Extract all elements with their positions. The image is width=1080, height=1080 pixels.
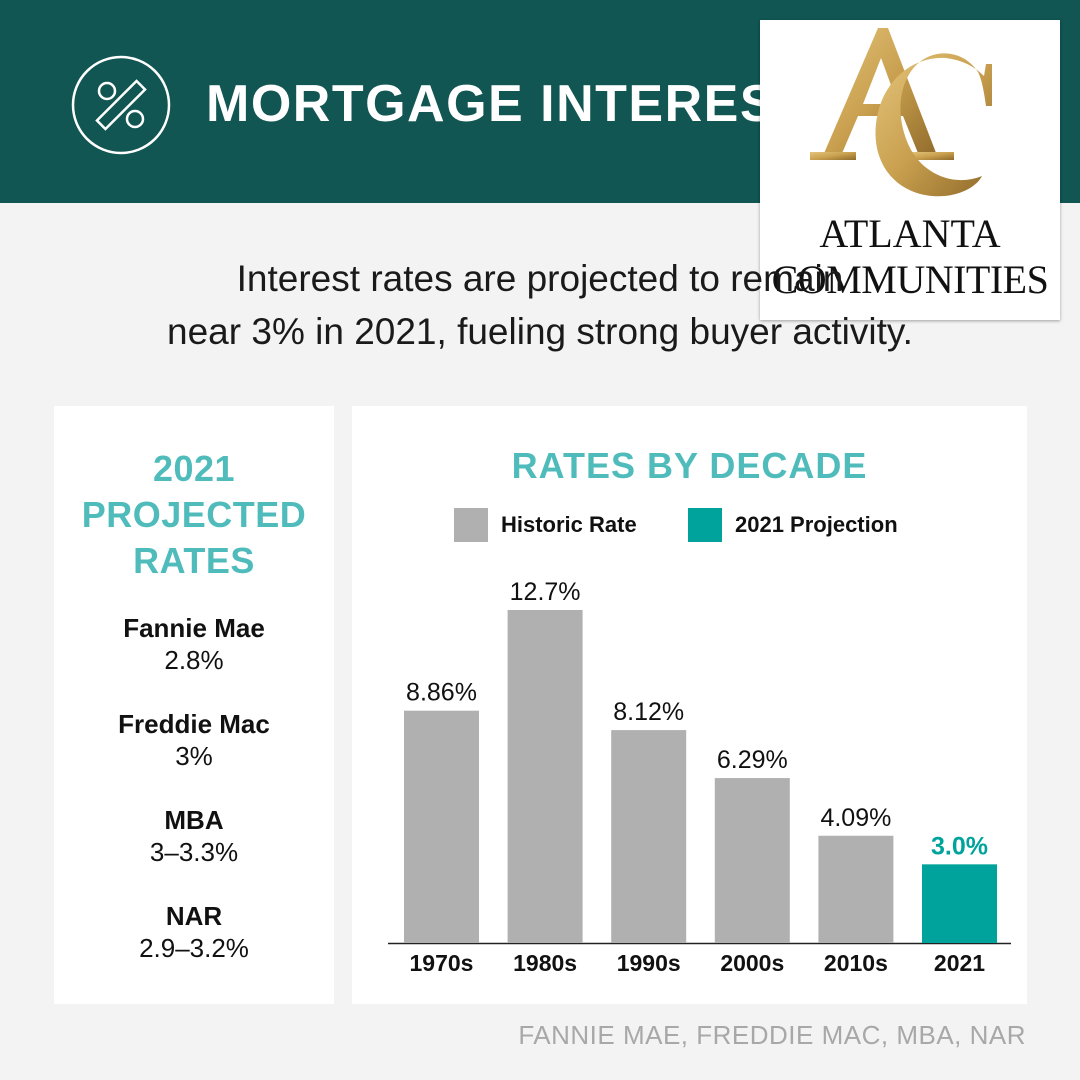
bar-1970s — [404, 710, 479, 943]
legend-item-projection: 2021 Projection — [688, 507, 898, 543]
x-tick-label-2021: 2021 — [934, 950, 985, 976]
projected-rates-panel: 2021 PROJECTED RATES Fannie Mae 2.8% Fre… — [54, 406, 334, 1004]
ac-monogram-icon — [810, 28, 992, 197]
rate-source-value: 2.8% — [164, 645, 224, 675]
bar-2010s — [818, 835, 894, 943]
legend-swatch-historic — [454, 508, 488, 542]
data-label-1980s: 12.7% — [510, 578, 581, 606]
data-label-2010s: 4.09% — [820, 804, 891, 832]
logo-text-atlanta: ATLANTA — [819, 211, 1001, 256]
data-label-2021: 3.0% — [931, 832, 988, 860]
rate-source-name: NAR — [165, 901, 223, 931]
subtitle-line-2: near 3% in 2021, fueling strong buyer ac… — [167, 311, 913, 352]
x-tick-label-1970s: 1970s — [410, 950, 474, 976]
bar-chart: 8.86% 1970s 12.7% 1980s 8.12% 1990s 6.29% 2000s… — [388, 578, 1011, 976]
data-label-1990s: 8.12% — [613, 698, 684, 726]
x-tick-label-1980s: 1980s — [513, 950, 577, 976]
legend-label-historic: Historic Rate — [501, 512, 637, 537]
projected-title-line-1: 2021 — [152, 448, 236, 489]
rate-source-value: 3% — [175, 741, 213, 771]
x-tick-label-2010s: 2010s — [824, 950, 888, 976]
rate-source-value: 2.9–3.2% — [139, 933, 249, 963]
rate-source-name: Fannie Mae — [123, 613, 265, 643]
subtitle-line-1: Interest rates are projected to remain — [236, 258, 844, 299]
projected-rates-title: 2021 PROJECTED RATES — [54, 446, 334, 584]
rate-item-freddie-mac: Freddie Mac 3% — [54, 708, 334, 772]
rate-source-name: MBA — [164, 805, 224, 835]
rate-source-value: 3–3.3% — [149, 837, 239, 867]
atlanta-communities-logo: ATLANTA COMMUNITIES — [760, 20, 1060, 320]
bar-2021 — [922, 864, 997, 943]
subtitle: Interest rates are projected to remain n… — [0, 252, 1080, 358]
legend-swatch-projection — [688, 508, 722, 542]
rate-item-nar: NAR 2.9–3.2% — [54, 900, 334, 964]
rate-item-fannie-mae: Fannie Mae 2.8% — [54, 612, 334, 676]
page-title: MORTGAGE INTEREST — [206, 75, 810, 133]
bar-2000s — [714, 778, 790, 943]
rate-item-mba: MBA 3–3.3% — [54, 804, 334, 868]
x-tick-label-2000s: 2000s — [720, 950, 784, 976]
rates-by-decade-panel: RATES BY DECADE Historic Rate 2021 Proje… — [352, 406, 1027, 1004]
rate-source-name: Freddie Mac — [118, 709, 270, 739]
data-label-1970s: 8.86% — [406, 679, 477, 707]
projected-title-line-3: RATES — [133, 540, 255, 581]
legend-label-projection: 2021 Projection — [735, 512, 898, 537]
percent-icon — [71, 55, 171, 155]
bar-1980s — [507, 610, 583, 943]
logo-text-communities: COMMUNITIES — [771, 257, 1049, 302]
x-tick-label-1990s: 1990s — [617, 950, 681, 976]
chart-title: RATES BY DECADE — [511, 445, 868, 486]
source-credit: FANNIE MAE, FREDDIE MAC, MBA, NAR — [518, 1020, 1026, 1050]
data-label-2000s: 6.29% — [717, 746, 788, 774]
projected-title-line-2: PROJECTED — [81, 494, 307, 535]
legend-item-historic: Historic Rate — [454, 507, 637, 543]
bar-1990s — [611, 730, 687, 943]
